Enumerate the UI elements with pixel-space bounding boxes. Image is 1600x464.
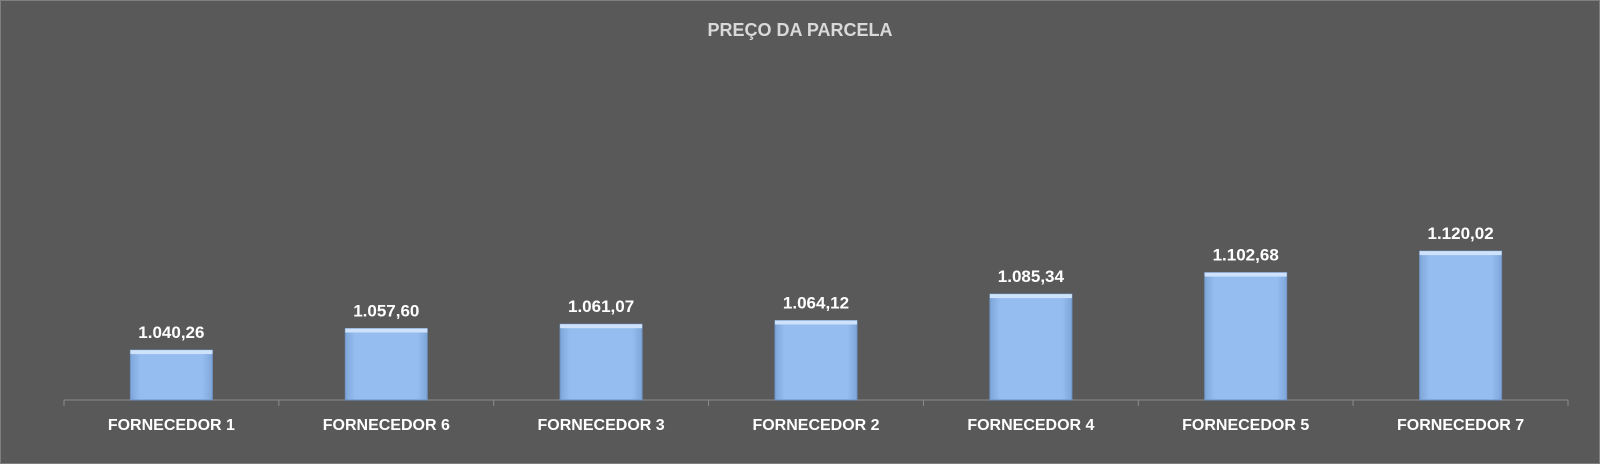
- data-labels-group: 1.040,26 1.057,60 1.061,07 1.064,12 1.085,34…: [138, 224, 1493, 342]
- bar-highlight-6: [1204, 272, 1287, 277]
- bars-group: [129, 250, 1503, 401]
- bar-highlight-5: [989, 294, 1072, 299]
- bar-5: [989, 293, 1073, 401]
- category-label-4: FORNECEDOR 2: [752, 417, 879, 434]
- bar-highlight-1: [130, 350, 213, 355]
- bar-4: [774, 320, 858, 401]
- data-label-6: 1.102,68: [1213, 246, 1279, 265]
- bar-highlight-3: [560, 324, 643, 329]
- category-label-7: FORNECEDOR 7: [1397, 417, 1524, 434]
- data-label-2: 1.057,60: [353, 302, 419, 321]
- bar-highlight-2: [345, 328, 428, 333]
- bar-3: [559, 323, 643, 401]
- category-label-5: FORNECEDOR 4: [967, 417, 1094, 434]
- bar-highlight-4: [775, 320, 857, 325]
- data-label-5: 1.085,34: [998, 267, 1065, 286]
- bar-highlight-7: [1419, 251, 1502, 256]
- data-label-1: 1.040,26: [138, 323, 204, 342]
- category-label-1: FORNECEDOR 1: [108, 417, 235, 434]
- data-label-3: 1.061,07: [568, 297, 634, 316]
- chart-title: PREÇO DA PARCELA: [707, 20, 892, 40]
- bar-1: [129, 349, 213, 401]
- data-label-7: 1.120,02: [1428, 224, 1494, 243]
- category-label-3: FORNECEDOR 3: [538, 417, 665, 434]
- data-label-4: 1.064,12: [783, 294, 849, 313]
- x-axis-ticks-group: [63, 400, 1569, 406]
- bar-7: [1419, 250, 1503, 401]
- category-labels-group: FORNECEDOR 1 FORNECEDOR 6 FORNECEDOR 3 FORN…: [108, 417, 1524, 434]
- bar-6: [1204, 272, 1288, 401]
- bar-2: [344, 328, 428, 401]
- category-label-2: FORNECEDOR 6: [323, 417, 450, 434]
- category-label-6: FORNECEDOR 5: [1182, 417, 1309, 434]
